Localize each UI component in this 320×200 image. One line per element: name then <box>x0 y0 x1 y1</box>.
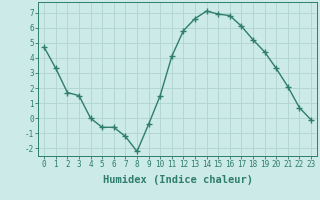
X-axis label: Humidex (Indice chaleur): Humidex (Indice chaleur) <box>103 175 252 185</box>
